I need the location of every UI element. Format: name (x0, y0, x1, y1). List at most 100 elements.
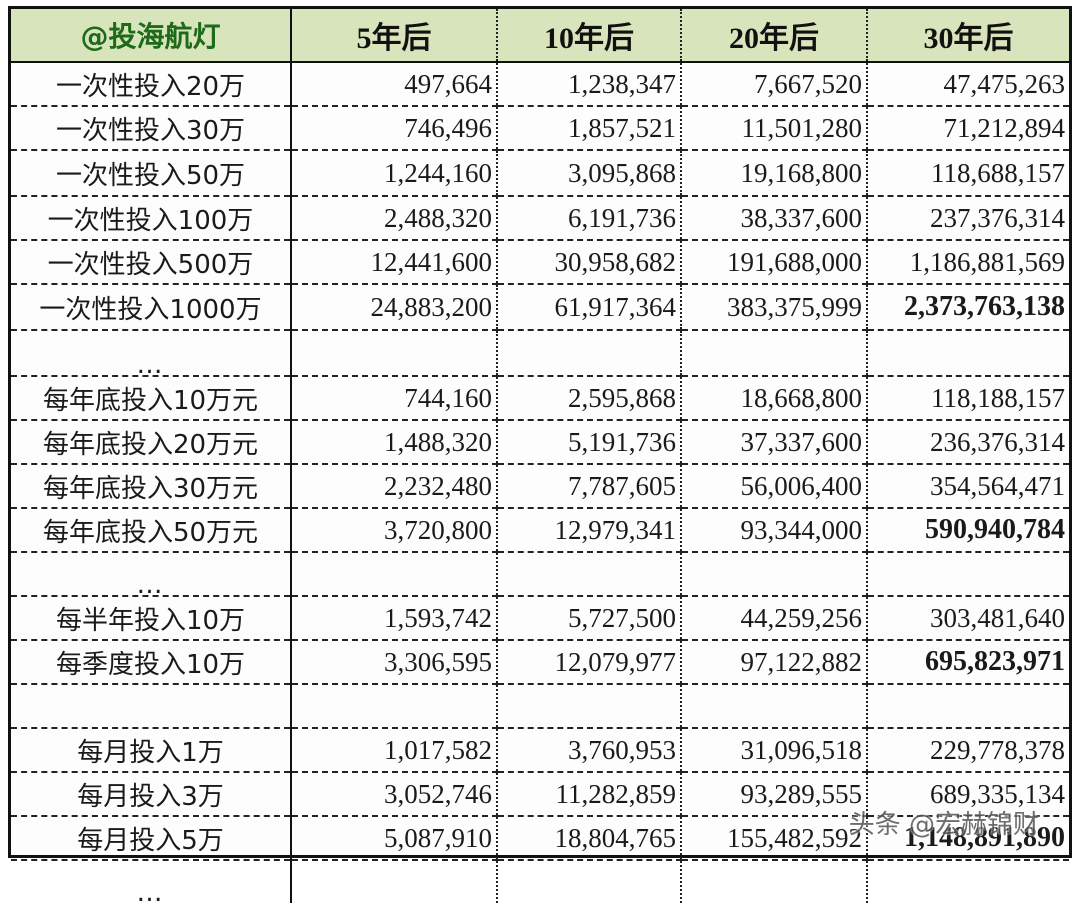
value-cell-30y: 590,940,784 (866, 507, 1069, 552)
value-cell-30y: 354,564,471 (866, 463, 1069, 508)
table-row: 每年底投入20万元 1,488,320 5,191,736 37,337,600 236… (11, 419, 1069, 464)
table-row-separator (11, 683, 1069, 728)
value-cell-20y: 191,688,000 (680, 239, 867, 284)
table-row: 每半年投入10万 1,593,742 5,727,500 44,259,256 303,… (11, 595, 1069, 640)
investment-table-frame: @投海航灯 5年后 10年后 20年后 30年后 一次性投入20万 497,664… (8, 6, 1072, 903)
value-cell-10y: 5,727,500 (496, 595, 681, 640)
value-cell-30y: 118,188,157 (866, 375, 1069, 420)
value-cell-20y: 56,006,400 (680, 463, 867, 508)
value-cell-10y: 7,787,605 (496, 463, 681, 508)
table-row: 每季度投入10万 3,306,595 12,079,977 97,122,882 695… (11, 639, 1069, 684)
table-body: 一次性投入20万 497,664 1,238,347 7,667,520 47,475,… (11, 62, 1069, 903)
value-cell-20y: 11,501,280 (680, 105, 867, 150)
table-row-separator: … (11, 551, 1069, 596)
table-row: 每月投入3万 3,052,746 11,282,859 93,289,555 689,3… (11, 771, 1069, 816)
column-header-5-years: 5年后 (290, 9, 497, 63)
table-row: 一次性投入1000万 24,883,200 61,917,364 383,375,99… (11, 283, 1069, 330)
value-cell-30y: 303,481,640 (866, 595, 1069, 640)
value-cell-10y: 11,282,859 (496, 771, 681, 816)
value-cell-5y: 2,232,480 (290, 463, 497, 508)
value-cell-30y: 236,376,314 (866, 419, 1069, 464)
value-cell-5y: 24,883,200 (290, 283, 497, 330)
row-label: … (11, 859, 292, 903)
value-cell-5y: 1,593,742 (290, 595, 497, 640)
value-cell-20y: 18,668,800 (680, 375, 867, 420)
value-cell-5y (290, 329, 497, 376)
value-cell-30y (866, 683, 1069, 728)
value-cell-30y: 47,475,263 (866, 62, 1069, 106)
header-row: @投海航灯 5年后 10年后 20年后 30年后 (11, 9, 1069, 63)
row-label: 每季度投入10万 (11, 639, 292, 684)
value-cell-30y (866, 859, 1069, 903)
row-label (11, 683, 292, 728)
value-cell-5y: 5,087,910 (290, 815, 497, 860)
value-cell-10y (496, 329, 681, 376)
value-cell-20y (680, 551, 867, 596)
column-header-30-years: 30年后 (866, 9, 1069, 63)
row-label: 每年底投入10万元 (11, 375, 292, 420)
value-cell-5y (290, 551, 497, 596)
value-cell-10y (496, 551, 681, 596)
watermark: 头条 @宏赫锦财 (848, 810, 1039, 840)
value-cell-5y: 3,052,746 (290, 771, 497, 816)
value-cell-5y: 497,664 (290, 62, 497, 106)
value-cell-5y: 3,306,595 (290, 639, 497, 684)
value-cell-20y: 383,375,999 (680, 283, 867, 330)
value-cell-30y: 1,186,881,569 (866, 239, 1069, 284)
row-label: 一次性投入20万 (11, 62, 292, 106)
table-row: 每月投入5万 5,087,910 18,804,765 155,482,592 1,14… (11, 815, 1069, 860)
table-row: 每年底投入10万元 744,160 2,595,868 18,668,800 118,1… (11, 375, 1069, 420)
row-label: 每年底投入20万元 (11, 419, 292, 464)
table-row-separator: … (11, 329, 1069, 376)
table-row: 一次性投入30万 746,496 1,857,521 11,501,280 71,212… (11, 105, 1069, 150)
value-cell-30y: 695,823,971 (866, 639, 1069, 684)
row-label: 一次性投入100万 (11, 195, 292, 240)
value-cell-20y: 19,168,800 (680, 149, 867, 196)
row-label: 一次性投入1000万 (11, 283, 292, 330)
corner-header-label: @投海航灯 (11, 9, 292, 63)
value-cell-10y (496, 859, 681, 903)
value-cell-10y: 3,760,953 (496, 727, 681, 772)
row-label: … (11, 329, 292, 376)
value-cell-30y: 71,212,894 (866, 105, 1069, 150)
row-label: 每月投入3万 (11, 771, 292, 816)
value-cell-20y: 155,482,592 (680, 815, 867, 860)
investment-growth-table: @投海航灯 5年后 10年后 20年后 30年后 一次性投入20万 497,664… (11, 9, 1069, 903)
value-cell-5y: 3,720,800 (290, 507, 497, 552)
row-label: … (11, 551, 292, 596)
value-cell-30y: 689,335,134 (866, 771, 1069, 816)
value-cell-10y: 6,191,736 (496, 195, 681, 240)
value-cell-20y: 37,337,600 (680, 419, 867, 464)
value-cell-5y: 746,496 (290, 105, 497, 150)
column-header-10-years: 10年后 (496, 9, 681, 63)
table-row: 一次性投入20万 497,664 1,238,347 7,667,520 47,475,… (11, 62, 1069, 106)
value-cell-30y: 237,376,314 (866, 195, 1069, 240)
value-cell-5y: 1,488,320 (290, 419, 497, 464)
value-cell-10y (496, 683, 681, 728)
value-cell-5y: 1,244,160 (290, 149, 497, 196)
row-label: 每月投入5万 (11, 815, 292, 860)
row-label: 每月投入1万 (11, 727, 292, 772)
row-label: 一次性投入500万 (11, 239, 292, 284)
value-cell-20y: 38,337,600 (680, 195, 867, 240)
row-label: 每半年投入10万 (11, 595, 292, 640)
value-cell-10y: 5,191,736 (496, 419, 681, 464)
value-cell-10y: 3,095,868 (496, 149, 681, 196)
value-cell-10y: 2,595,868 (496, 375, 681, 420)
value-cell-10y: 1,857,521 (496, 105, 681, 150)
table-row: 每月投入1万 1,017,582 3,760,953 31,096,518 229,77… (11, 727, 1069, 772)
value-cell-30y: 229,778,378 (866, 727, 1069, 772)
table-row-separator: … (11, 859, 1069, 903)
value-cell-20y: 93,289,555 (680, 771, 867, 816)
row-label: 一次性投入30万 (11, 105, 292, 150)
value-cell-20y: 7,667,520 (680, 62, 867, 106)
table-row: 一次性投入500万 12,441,600 30,958,682 191,688,000… (11, 239, 1069, 284)
row-label: 每年底投入50万元 (11, 507, 292, 552)
value-cell-30y (866, 551, 1069, 596)
column-header-20-years: 20年后 (680, 9, 867, 63)
table-row: 每年底投入30万元 2,232,480 7,787,605 56,006,400 354… (11, 463, 1069, 508)
value-cell-30y: 1,148,891,890 (866, 815, 1069, 860)
value-cell-20y (680, 683, 867, 728)
value-cell-20y (680, 859, 867, 903)
value-cell-20y: 44,259,256 (680, 595, 867, 640)
